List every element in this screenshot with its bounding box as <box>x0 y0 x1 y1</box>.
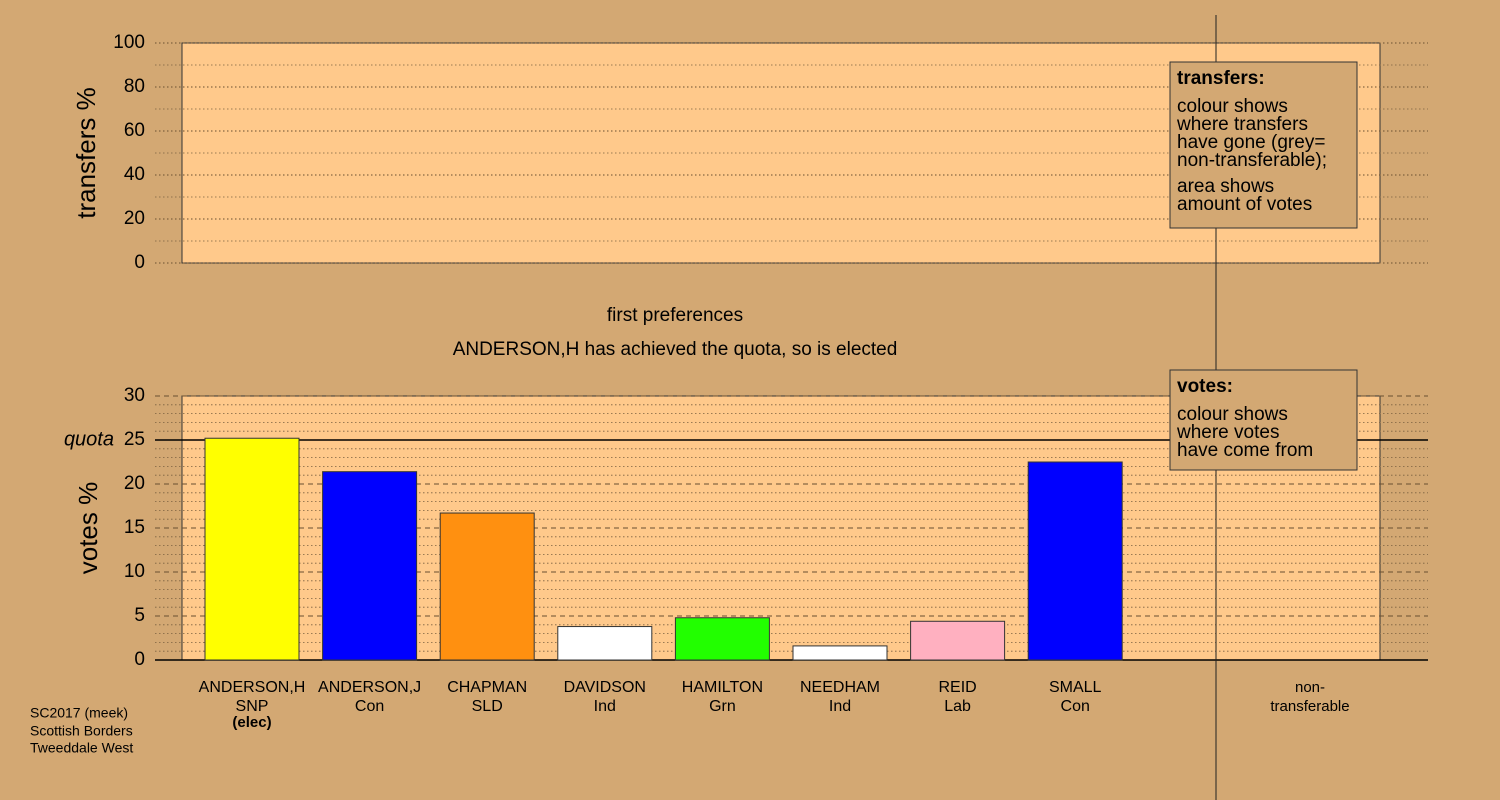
legend-text: colour shows <box>1177 96 1288 117</box>
bar <box>204 437 300 661</box>
legend-text: have come from <box>1177 440 1313 461</box>
bar <box>322 471 418 661</box>
legend-text: where transfers <box>1176 114 1308 135</box>
bar <box>674 617 770 661</box>
legend-box <box>1169 369 1358 471</box>
y-tick-label: 40 <box>124 164 145 185</box>
bar <box>1027 461 1123 661</box>
x-tick-label: Con <box>355 698 384 715</box>
y-tick-label: 100 <box>113 32 145 53</box>
x-tick-label: Ind <box>829 698 851 715</box>
bar <box>910 620 1006 661</box>
y-tick-label: 80 <box>124 76 145 97</box>
x-tick-label: Lab <box>944 698 971 715</box>
y-tick-label: 60 <box>124 120 145 141</box>
elected-note: (elec) <box>232 714 271 731</box>
y-tick-label: 5 <box>134 605 145 626</box>
bar <box>439 512 535 661</box>
y-tick-label: 10 <box>124 561 145 582</box>
footer-line: Scottish Borders <box>30 723 133 739</box>
x-tick-label: REID <box>938 679 976 696</box>
legend-text: where votes <box>1176 422 1279 443</box>
legend-text: area shows <box>1177 176 1274 197</box>
x-tick-label: non- <box>1295 679 1325 696</box>
y-tick-label: 0 <box>134 252 145 273</box>
y-axis-label: transfers % <box>71 87 101 219</box>
y-axis-label: votes % <box>73 482 103 575</box>
x-tick-label: CHAPMAN <box>447 679 527 696</box>
x-tick-label: Grn <box>709 698 736 715</box>
quota-label: quota <box>64 428 114 450</box>
x-tick-label: Ind <box>594 698 616 715</box>
y-tick-label: 30 <box>124 385 145 406</box>
legend-text: colour shows <box>1177 404 1288 425</box>
x-tick-label: transferable <box>1270 698 1349 715</box>
bar <box>792 645 888 661</box>
legend-text: have gone (grey= <box>1177 132 1325 153</box>
x-tick-label: NEEDHAM <box>800 679 880 696</box>
y-tick-label: 15 <box>124 517 145 538</box>
x-tick-label: Con <box>1061 698 1090 715</box>
legend-title: votes: <box>1177 376 1233 397</box>
bar <box>557 626 653 661</box>
footer-line: Tweeddale West <box>30 740 133 756</box>
legend-box <box>1169 61 1358 229</box>
legend-text: non-transferable); <box>1177 150 1327 171</box>
x-tick-label: HAMILTON <box>682 679 763 696</box>
y-tick-label: 20 <box>124 208 145 229</box>
legend-text: amount of votes <box>1177 194 1312 215</box>
x-tick-label: DAVIDSON <box>564 679 646 696</box>
x-tick-label: SNP <box>236 698 269 715</box>
x-tick-label: ANDERSON,H <box>199 679 306 696</box>
x-tick-label: SMALL <box>1049 679 1102 696</box>
x-tick-label: SLD <box>472 698 503 715</box>
footer-line: SC2017 (meek) <box>30 705 128 721</box>
y-tick-label: 25 <box>124 429 145 450</box>
y-tick-label: 20 <box>124 473 145 494</box>
legend-title: transfers: <box>1177 68 1265 89</box>
chart-title: first preferences <box>607 305 743 326</box>
y-tick-label: 0 <box>134 649 145 670</box>
chart-subtitle: ANDERSON,H has achieved the quota, so is… <box>453 339 898 360</box>
x-tick-label: ANDERSON,J <box>318 679 421 696</box>
